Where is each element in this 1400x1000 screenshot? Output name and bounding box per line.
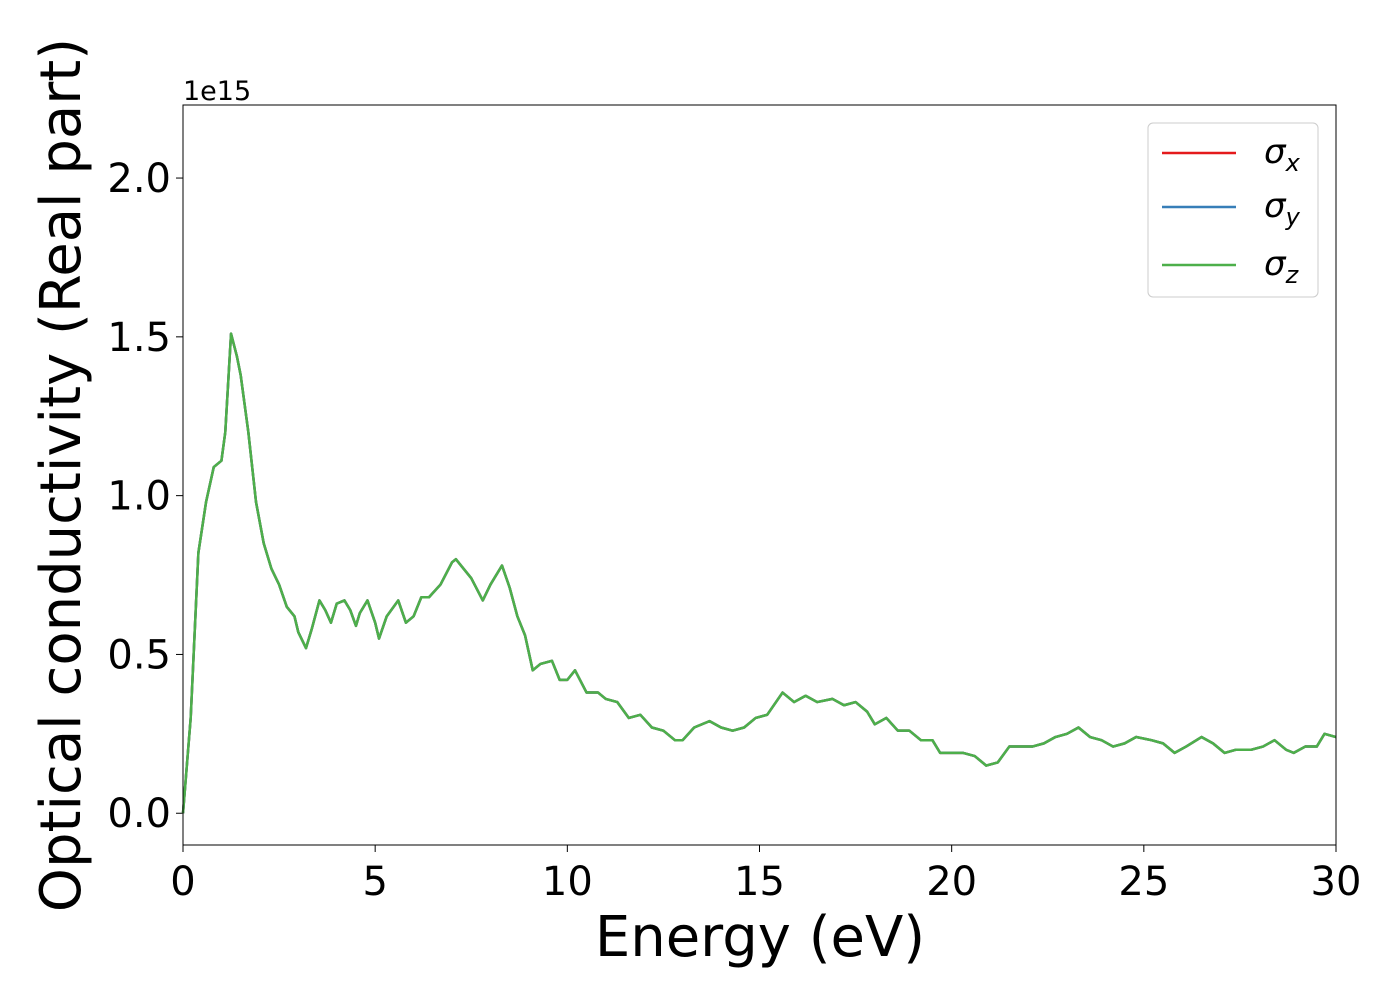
legend-label: σz [1264,244,1300,289]
y-tick-label: 1.0 [107,474,171,520]
y-axis-label: Optical conductivity (Real part) [29,38,94,912]
x-axis-label: Energy (eV) [595,905,925,970]
legend-label: σy [1264,186,1301,231]
x-tick-label: 0 [170,859,195,905]
x-tick-label: 5 [362,859,387,905]
y-offset-label: 1e15 [183,76,251,107]
x-tick-label: 30 [1311,859,1362,905]
x-tick-label: 15 [734,859,785,905]
legend-label: σx [1264,132,1301,177]
legend-box [1147,122,1319,298]
series-line [181,332,1337,814]
series-line [181,332,1337,814]
series-line [181,332,1337,814]
x-tick-label: 20 [926,859,977,905]
x-tick-label: 25 [1118,859,1169,905]
y-tick-label: 1.5 [107,315,171,361]
y-tick-label: 2.0 [107,156,171,202]
y-tick-label: 0.5 [107,632,171,678]
x-tick-label: 10 [542,859,593,905]
plot-frame [182,104,1337,846]
y-tick-label: 0.0 [107,791,171,837]
